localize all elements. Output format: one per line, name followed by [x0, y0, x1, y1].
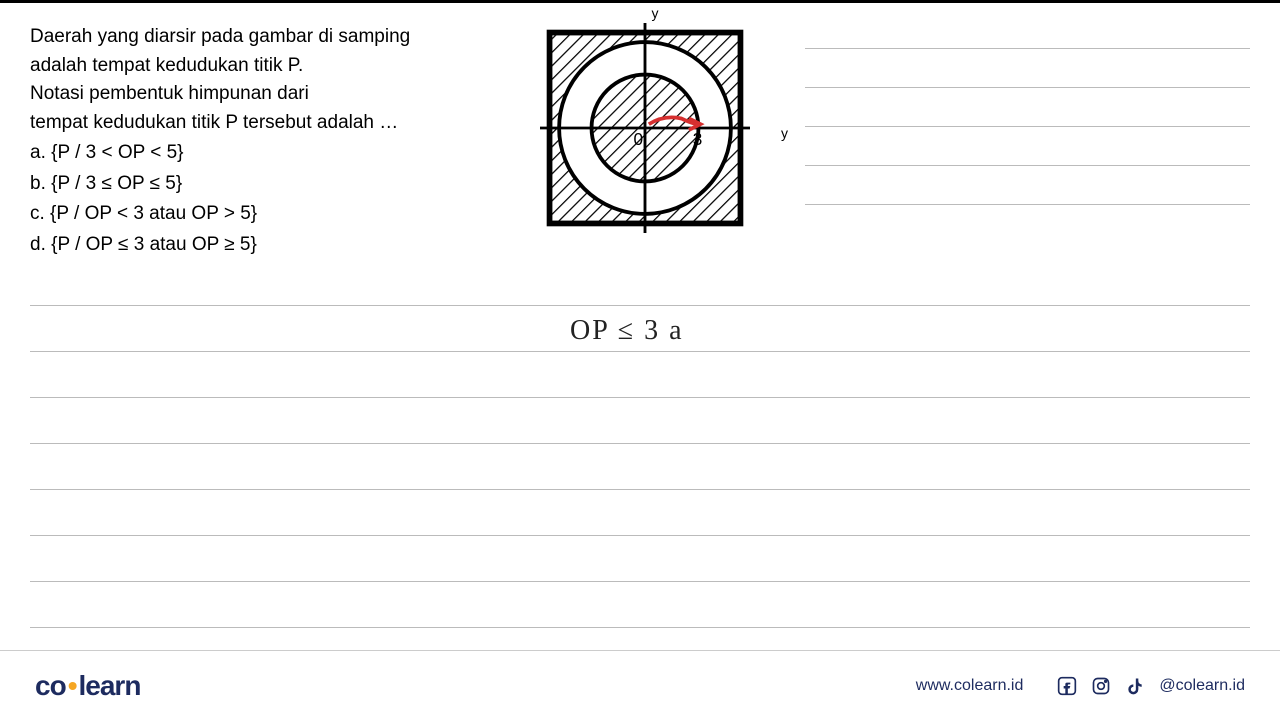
options: a. {P / 3 < OP < 5} b. {P / 3 ≤ OP ≤ 5} … [30, 139, 500, 259]
footer: co•learn www.colearn.id @colearn.id [0, 650, 1280, 720]
social-handle: @colearn.id [1159, 677, 1245, 695]
option-c: c. {P / OP < 3 atau OP > 5} [30, 200, 500, 229]
question-line3: Notasi pembentuk himpunan dari [30, 80, 500, 109]
question-line4: tempat kedudukan titik P tersebut adalah… [30, 109, 500, 138]
tiktok-icon [1125, 676, 1145, 696]
site-url: www.colearn.id [916, 677, 1024, 695]
logo-part2: learn [79, 670, 141, 701]
right-ruled-lines [805, 48, 1250, 243]
logo-dot: • [68, 670, 77, 701]
content-area: Daerah yang diarsir pada gambar di sampi… [0, 3, 1280, 261]
facebook-icon [1057, 676, 1077, 696]
footer-right: www.colearn.id @colearn.id [916, 676, 1245, 696]
question-text: Daerah yang diarsir pada gambar di sampi… [30, 23, 500, 261]
question-line2: adalah tempat kedudukan titik P. [30, 52, 500, 81]
y-axis-label: y [652, 5, 659, 21]
question-line1: Daerah yang diarsir pada gambar di sampi… [30, 23, 500, 52]
option-a: a. {P / 3 < OP < 5} [30, 139, 500, 168]
brand-logo: co•learn [35, 670, 140, 702]
option-b: b. {P / 3 ≤ OP ≤ 5} [30, 170, 500, 199]
locus-diagram: y y [540, 23, 770, 243]
handwritten-answer: OP ≤ 3 a [570, 315, 684, 347]
x-axis-label: y [781, 125, 788, 141]
instagram-icon [1091, 676, 1111, 696]
diagram-svg: 0 3 [540, 23, 750, 233]
logo-part1: co [35, 670, 66, 701]
body-ruled-lines [30, 305, 1250, 673]
inner-radius-label: 3 [693, 129, 703, 149]
option-d: d. {P / OP ≤ 3 atau OP ≥ 5} [30, 231, 500, 260]
origin-label: 0 [634, 129, 644, 149]
